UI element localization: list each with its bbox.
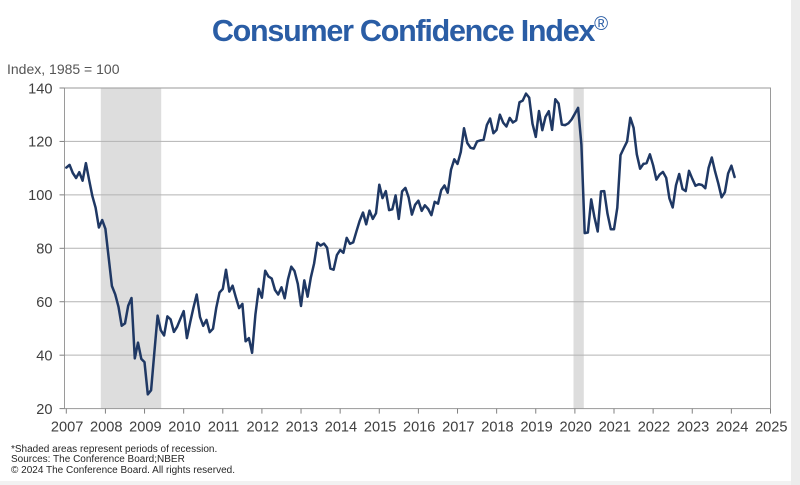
svg-text:2011: 2011 — [208, 420, 239, 436]
svg-text:2019: 2019 — [520, 420, 552, 436]
svg-text:2014: 2014 — [325, 420, 357, 436]
svg-text:80: 80 — [36, 242, 52, 258]
svg-text:2009: 2009 — [129, 420, 161, 436]
svg-text:120: 120 — [28, 135, 52, 151]
svg-text:60: 60 — [36, 295, 52, 311]
svg-text:2012: 2012 — [246, 420, 278, 436]
svg-text:140: 140 — [28, 81, 52, 97]
svg-text:2025: 2025 — [755, 420, 787, 436]
svg-text:2024: 2024 — [716, 420, 748, 436]
svg-text:2010: 2010 — [168, 420, 200, 436]
svg-text:40: 40 — [36, 348, 52, 364]
svg-text:2016: 2016 — [403, 420, 435, 436]
svg-text:20: 20 — [36, 402, 52, 418]
svg-text:2023: 2023 — [677, 420, 709, 436]
svg-text:100: 100 — [28, 188, 52, 204]
svg-text:2018: 2018 — [481, 420, 513, 436]
svg-text:2020: 2020 — [559, 420, 591, 436]
svg-text:2015: 2015 — [364, 420, 396, 436]
svg-text:2013: 2013 — [286, 420, 318, 436]
svg-text:2007: 2007 — [51, 420, 83, 436]
svg-text:2021: 2021 — [599, 420, 631, 436]
svg-text:2022: 2022 — [638, 420, 670, 436]
svg-text:2008: 2008 — [90, 420, 122, 436]
svg-text:2017: 2017 — [442, 420, 474, 436]
